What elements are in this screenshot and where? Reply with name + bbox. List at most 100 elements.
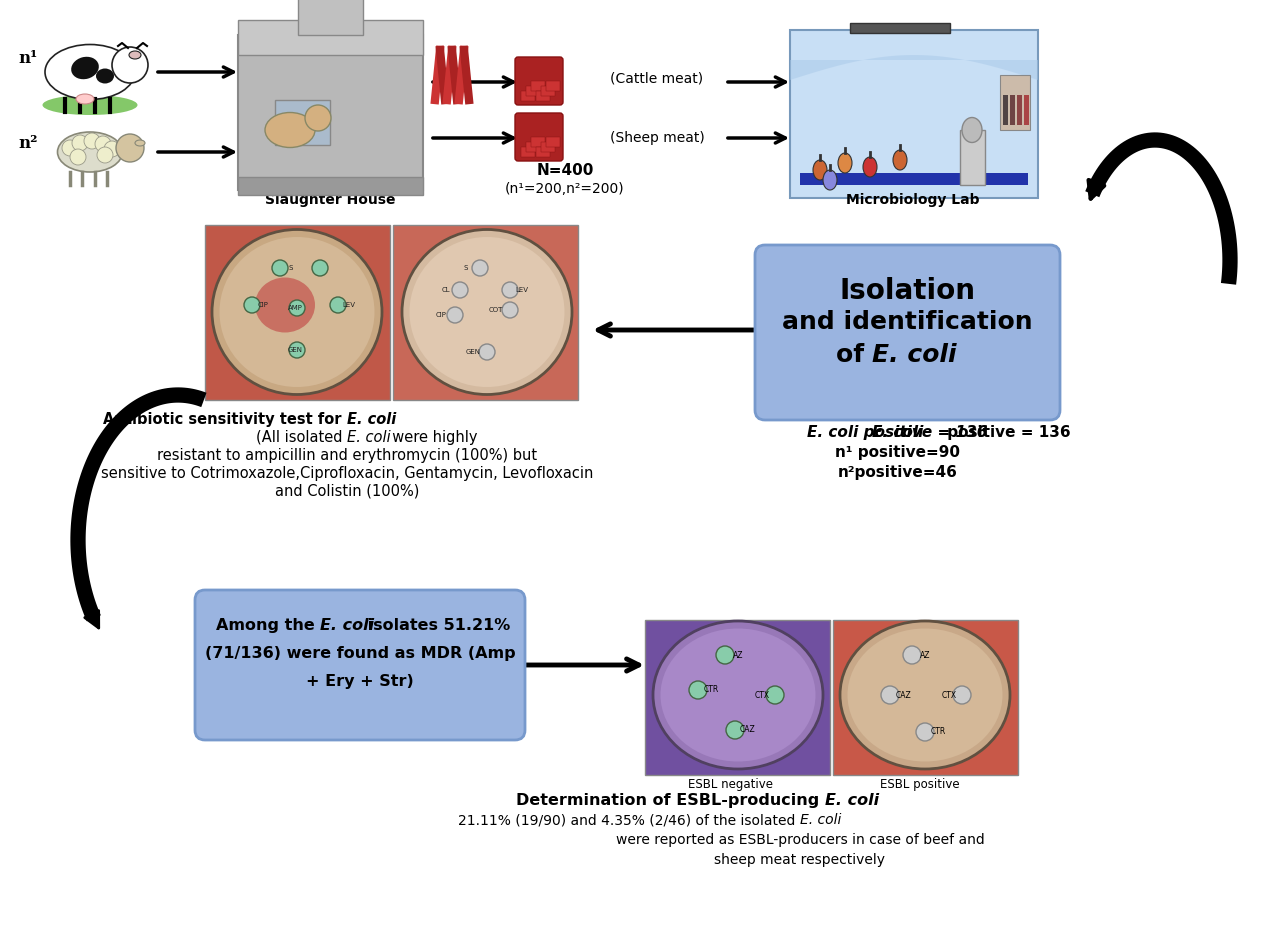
Text: (Sheep meat): (Sheep meat)	[610, 131, 705, 145]
Text: E. coli positive = 136: E. coli positive = 136	[807, 425, 987, 440]
Circle shape	[71, 149, 86, 165]
FancyBboxPatch shape	[514, 113, 562, 161]
Text: Isolation: Isolation	[840, 277, 976, 305]
Ellipse shape	[129, 51, 141, 59]
Text: E. coli: E. coli	[825, 793, 879, 808]
Circle shape	[103, 141, 120, 157]
Text: AMP: AMP	[288, 305, 303, 311]
FancyBboxPatch shape	[514, 57, 562, 105]
Text: CTX: CTX	[754, 690, 769, 700]
Text: + Ery + Str): + Ery + Str)	[306, 674, 414, 689]
Text: CIP: CIP	[257, 302, 269, 308]
Text: were highly: were highly	[383, 430, 478, 445]
Bar	[1024, 95, 1029, 125]
Text: GEN: GEN	[288, 347, 303, 353]
Text: E. coli: E. coli	[347, 412, 396, 427]
Ellipse shape	[840, 621, 1010, 769]
Bar	[531, 137, 545, 147]
Circle shape	[726, 721, 744, 739]
Text: E. coli: E. coli	[799, 813, 841, 827]
Circle shape	[716, 646, 734, 664]
Text: isolates 51.21%: isolates 51.21%	[362, 618, 511, 633]
Ellipse shape	[76, 94, 95, 104]
Circle shape	[451, 282, 468, 298]
Bar	[238, 177, 422, 195]
Circle shape	[953, 686, 971, 704]
Text: of: of	[836, 343, 873, 367]
Circle shape	[311, 260, 328, 276]
Text: CTX: CTX	[942, 690, 957, 700]
Circle shape	[289, 342, 305, 358]
Text: E. coli: E. coli	[873, 343, 957, 367]
Circle shape	[289, 300, 305, 316]
Circle shape	[272, 260, 288, 276]
Circle shape	[502, 282, 518, 298]
Circle shape	[472, 260, 488, 276]
Ellipse shape	[653, 621, 823, 769]
Circle shape	[446, 307, 463, 323]
Text: sheep meat respectively: sheep meat respectively	[715, 853, 885, 867]
Bar	[531, 81, 545, 91]
Bar	[238, 20, 422, 55]
Ellipse shape	[813, 160, 827, 180]
Text: ESBL negative: ESBL negative	[687, 778, 773, 791]
Text: resistant to ampicillin and erythromycin (100%) but: resistant to ampicillin and erythromycin…	[156, 448, 537, 463]
Bar	[541, 142, 555, 152]
Circle shape	[116, 134, 144, 162]
Bar	[298, 0, 363, 35]
Ellipse shape	[839, 153, 852, 173]
Bar	[541, 86, 555, 96]
Text: CAZ: CAZ	[895, 690, 910, 700]
Text: AZ: AZ	[733, 650, 743, 659]
Ellipse shape	[893, 150, 907, 170]
Ellipse shape	[402, 230, 572, 394]
Ellipse shape	[43, 95, 137, 115]
Text: Among the: Among the	[216, 618, 320, 633]
Bar	[275, 100, 330, 145]
Ellipse shape	[847, 629, 1002, 761]
Text: LEV: LEV	[343, 302, 356, 308]
Text: LEV: LEV	[516, 287, 528, 293]
Ellipse shape	[135, 140, 145, 146]
Ellipse shape	[96, 68, 113, 83]
Text: ESBL positive: ESBL positive	[880, 778, 960, 791]
Circle shape	[502, 302, 518, 318]
Text: N=400: N=400	[536, 163, 594, 178]
Text: n¹: n¹	[18, 50, 38, 67]
Text: Microbiology Lab: Microbiology Lab	[846, 193, 980, 207]
Text: sensitive to Cotrimoxazole,Ciprofloxacin, Gentamycin, Levofloxacin: sensitive to Cotrimoxazole,Ciprofloxacin…	[101, 466, 593, 481]
Text: COT: COT	[489, 307, 503, 313]
Text: S: S	[289, 265, 294, 271]
Bar	[521, 91, 535, 101]
Text: (Cattle meat): (Cattle meat)	[610, 71, 704, 85]
Ellipse shape	[219, 237, 375, 387]
Text: GEN: GEN	[465, 349, 480, 355]
Bar	[850, 23, 950, 33]
Circle shape	[112, 47, 148, 83]
Text: AZ: AZ	[919, 650, 931, 659]
FancyBboxPatch shape	[195, 590, 525, 740]
Text: CAZ: CAZ	[740, 726, 755, 734]
Text: positive = 136: positive = 136	[942, 425, 1071, 440]
Bar	[1000, 75, 1030, 130]
Ellipse shape	[212, 230, 382, 394]
Bar	[1002, 95, 1008, 125]
Bar	[644, 620, 830, 775]
Text: n²positive=46: n²positive=46	[837, 465, 957, 480]
Ellipse shape	[410, 237, 565, 387]
Circle shape	[330, 297, 346, 313]
Text: and Colistin (100%): and Colistin (100%)	[275, 484, 419, 499]
Circle shape	[243, 297, 260, 313]
Ellipse shape	[255, 277, 315, 333]
Circle shape	[903, 646, 921, 664]
Bar	[799, 173, 1028, 185]
Text: CTR: CTR	[931, 728, 946, 737]
Ellipse shape	[265, 112, 315, 148]
Bar	[546, 137, 560, 147]
Bar	[536, 147, 550, 157]
Circle shape	[97, 147, 113, 163]
Text: S: S	[464, 265, 468, 271]
Ellipse shape	[661, 629, 816, 761]
Circle shape	[72, 135, 88, 151]
Circle shape	[915, 723, 934, 741]
